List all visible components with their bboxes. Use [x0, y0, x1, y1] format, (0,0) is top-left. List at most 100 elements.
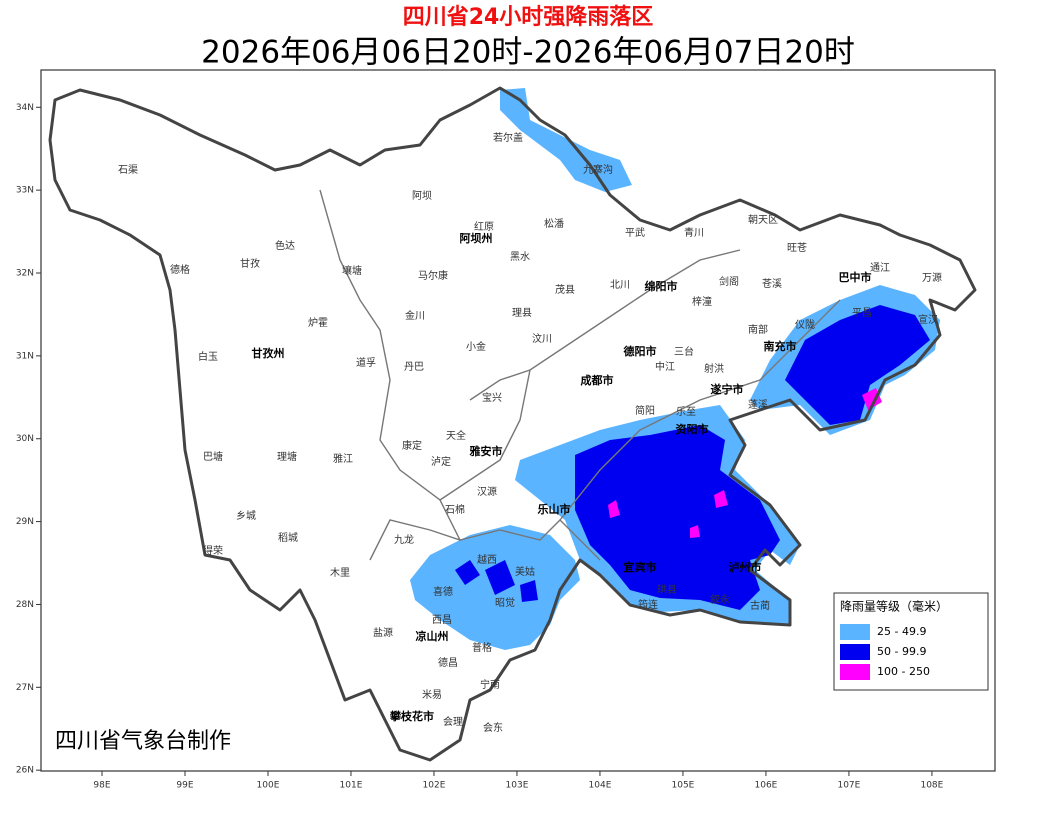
place-label: 攀枝花市 — [389, 709, 434, 723]
y-tick-label: 27N — [16, 683, 34, 693]
place-label: 宁南 — [480, 678, 500, 691]
rain-area — [785, 305, 930, 425]
place-label: 成都市 — [581, 373, 614, 387]
legend-title: 降雨量等级（毫米） — [840, 599, 948, 614]
rain-area — [520, 580, 538, 602]
y-tick-label: 29N — [16, 517, 34, 527]
place-label: 雅江 — [333, 452, 353, 465]
place-label: 九寨沟 — [583, 163, 613, 176]
place-label: 茂县 — [555, 283, 575, 296]
place-label: 平昌 — [852, 307, 872, 319]
place-label: 汉源 — [477, 485, 497, 498]
place-label: 宣汉 — [918, 313, 938, 326]
rain-areas — [410, 88, 940, 650]
place-label: 梓潼 — [692, 295, 712, 308]
place-label: 蓬溪 — [748, 399, 768, 411]
legend: 25 - 49.9 50 - 99.9 100 - 250 — [840, 624, 930, 680]
place-label: 米易 — [422, 688, 442, 701]
place-label: 朝天区 — [748, 214, 778, 226]
border-line — [559, 299, 841, 521]
prefecture-borders — [319, 189, 841, 561]
place-label: 苍溪 — [762, 277, 782, 290]
x-tick-label: 107E — [837, 781, 860, 791]
place-label: 绵阳市 — [645, 279, 678, 293]
place-label: 西昌 — [432, 614, 452, 626]
place-label: 金川 — [405, 309, 425, 322]
place-label: 万源 — [922, 271, 942, 284]
place-label: 理塘 — [277, 450, 297, 463]
place-label: 三台 — [674, 345, 694, 358]
place-label: 阿坝州 — [460, 231, 493, 245]
place-label: 普格 — [472, 641, 492, 654]
legend-label: 25 - 49.9 — [877, 625, 926, 638]
y-tick-label: 30N — [16, 434, 34, 444]
legend-swatch — [840, 644, 870, 660]
x-tick-label: 98E — [93, 781, 110, 791]
place-label: 美姑 — [515, 565, 535, 578]
place-label: 德阳市 — [623, 344, 657, 358]
x-tick-label: 106E — [755, 781, 778, 791]
place-label: 黑水 — [510, 251, 530, 263]
axes: 98E 99E 100E 101E 102E 103E 104E 105E 106E 107E 10… — [16, 103, 944, 791]
place-label: 道孚 — [356, 356, 376, 369]
place-label: 乐山市 — [538, 502, 571, 516]
rain-area — [690, 525, 700, 538]
place-label: 凉山州 — [416, 629, 449, 643]
rain-area — [485, 560, 515, 595]
x-tick-label: 100E — [257, 781, 280, 791]
place-label: 南充市 — [764, 339, 797, 353]
place-label: 得荣 — [203, 545, 223, 557]
place-label: 叙永 — [710, 593, 730, 606]
border-line — [459, 519, 601, 561]
place-label: 会东 — [483, 721, 503, 734]
y-tick-label: 31N — [16, 351, 34, 361]
legend-swatch — [840, 624, 870, 640]
place-label: 平武 — [625, 226, 645, 239]
place-label: 泸定 — [431, 455, 451, 468]
place-label: 射洪 — [704, 363, 724, 375]
x-tick-label: 99E — [176, 781, 193, 791]
place-label: 南部 — [748, 323, 768, 336]
place-label: 汶川 — [532, 332, 552, 345]
place-label: 九龙 — [394, 533, 414, 546]
place-label: 色达 — [275, 239, 295, 252]
place-label: 红原 — [474, 220, 494, 233]
place-label: 松潘 — [544, 217, 564, 230]
place-label: 甘孜 — [240, 257, 260, 270]
border-line — [319, 189, 462, 561]
place-label: 中江 — [655, 360, 675, 373]
title: 四川省24小时强降雨落区 — [403, 5, 654, 30]
place-label: 筠连 — [638, 598, 658, 611]
place-label: 剑阁 — [719, 275, 739, 288]
legend-label: 100 - 250 — [877, 665, 930, 678]
place-label: 阿坝 — [412, 190, 432, 202]
place-label: 天全 — [446, 429, 466, 442]
place-label: 稻城 — [278, 532, 298, 544]
place-label: 越西 — [477, 553, 497, 566]
place-label: 古蔺 — [750, 599, 770, 612]
y-tick-label: 34N — [16, 103, 34, 113]
rain-area — [608, 500, 620, 518]
x-tick-label: 102E — [423, 781, 446, 791]
place-label: 巴中市 — [839, 270, 872, 284]
place-label: 甘孜州 — [252, 346, 285, 360]
place-label: 石棉 — [445, 503, 465, 516]
place-label: 通江 — [870, 262, 890, 274]
place-label: 宜宾市 — [624, 560, 657, 574]
place-label: 德格 — [170, 263, 190, 276]
place-label: 资阳市 — [676, 422, 709, 436]
legend-label: 50 - 99.9 — [877, 645, 926, 658]
x-tick-label: 101E — [340, 781, 363, 791]
place-label: 巴塘 — [203, 450, 223, 463]
place-label: 小金 — [466, 340, 486, 353]
place-label: 德昌 — [438, 656, 458, 669]
subtitle: 2026年06月06日20时-2026年06月07日20时 — [201, 35, 855, 71]
place-label: 炉霍 — [308, 317, 328, 329]
rain-area — [714, 490, 728, 508]
border-line — [469, 249, 741, 401]
x-tick-label: 105E — [672, 781, 695, 791]
place-label: 旺苍 — [787, 241, 807, 254]
